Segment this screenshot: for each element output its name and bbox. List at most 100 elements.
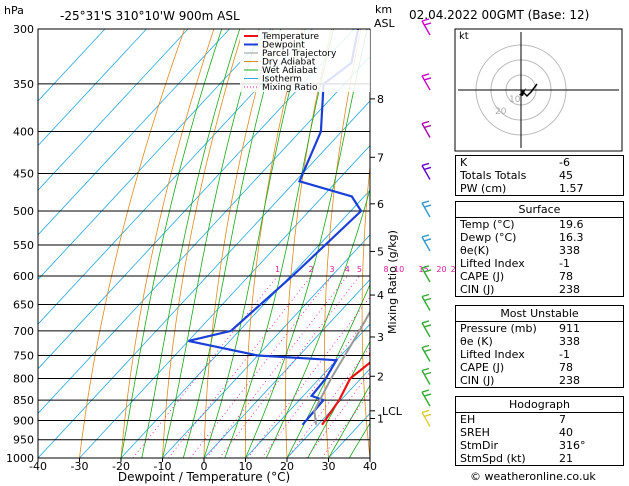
temperature-profile <box>321 348 370 426</box>
wind-barb <box>421 236 431 252</box>
isotherm-line <box>38 100 370 458</box>
isotherm-line <box>162 234 370 458</box>
surface-row: θe(K) 338 <box>460 244 580 257</box>
asl-label: ASL <box>374 17 396 30</box>
isotherm-line <box>38 29 272 281</box>
parcel-trajectory-profile <box>313 309 370 425</box>
surface-title: Surface <box>456 202 623 218</box>
mixing-ratio-line <box>132 275 278 458</box>
wind-barb <box>421 267 431 283</box>
wind-barb-flag <box>423 371 432 376</box>
hodograph-row: StmSpd (kt) 21 <box>460 452 573 465</box>
hodograph-row: EH 7 <box>460 413 566 426</box>
pressure-tick-label: 800 <box>13 372 34 385</box>
copyright-footer[interactable]: © weatheronline.co.uk <box>470 470 596 483</box>
legend-background <box>240 30 370 92</box>
wind-barb <box>421 391 431 407</box>
pressure-tick-label: 1000 <box>6 452 34 465</box>
index-row-k: K -6 <box>460 156 570 169</box>
wind-barb-flag <box>421 293 430 298</box>
wind-barb-flag <box>423 77 432 81</box>
isotherm-line <box>38 29 313 325</box>
mixing-ratio-line <box>168 275 312 458</box>
height-tick-label: 3 <box>377 331 384 344</box>
height-tick-label: 5 <box>377 245 384 258</box>
wind-barb-flag <box>423 348 432 353</box>
legend-label: Mixing Ratio <box>262 83 318 93</box>
wind-barb <box>421 75 431 91</box>
isotherm-line <box>38 29 147 147</box>
indices-panel: K -6 Totals Totals 45 PW (cm) 1.57 <box>455 155 624 196</box>
mixing-ratio-label: 8 <box>383 265 388 274</box>
profiles <box>188 29 370 426</box>
surface-row: Dewp (°C) 16.3 <box>460 231 584 244</box>
most-unstable-panel: Most Unstable Pressure (mb) 911 θe (K) 338… <box>455 305 624 388</box>
wind-barb-flag <box>423 297 432 302</box>
mixing-ratio-label: 4 <box>345 265 350 274</box>
isotherm-line <box>38 55 370 414</box>
wind-barb-flag <box>423 204 432 208</box>
mixing-ratio-line <box>287 346 370 458</box>
dry-adiabat-line <box>79 29 185 458</box>
most-unstable-title: Most Unstable <box>456 306 623 322</box>
mixing-ratio-label: 1 <box>275 265 280 274</box>
height-tick-label: LCL <box>382 405 403 418</box>
hodograph-panel: Hodograph EH 7 SREH 40 StmDir 316° StmSpd (… <box>455 396 624 466</box>
most-unstable-row: θe (K) 338 <box>460 335 580 348</box>
hodograph-ring-label: 10 <box>509 95 521 105</box>
wet-adiabat-line <box>307 340 370 458</box>
mixing-ratio-label: 5 <box>357 265 362 274</box>
dry-adiabat-line <box>434 29 453 458</box>
wind-barb-flag <box>423 413 432 418</box>
temperature-tick-label: -30 <box>71 460 89 473</box>
hodograph-ring-label: 20 <box>495 107 507 117</box>
surface-row: Temp (°C) 19.6 <box>460 218 584 231</box>
wind-barb <box>421 370 431 385</box>
most-unstable-row: Pressure (mb) 911 <box>460 322 580 335</box>
wet-adiabat-line <box>328 384 370 458</box>
legend-label: Dry Adiabat <box>262 58 316 68</box>
isotherm-line <box>38 29 189 191</box>
height-tick-label: 8 <box>377 93 384 106</box>
pressure-tick-label: 950 <box>13 434 34 447</box>
km-label: km <box>375 3 392 16</box>
wind-barb-flag <box>421 265 430 269</box>
surface-row: CAPE (J) 78 <box>460 270 573 283</box>
datetime-label: 02.04.2022 00GMT (Base: 12) <box>409 8 589 22</box>
legend-label: Dewpoint <box>262 41 305 51</box>
wind-barb-flag <box>423 124 432 129</box>
pressure-tick-label: 750 <box>13 349 34 362</box>
wet-adiabat-line <box>182 29 282 458</box>
storm-motion-arrow <box>519 88 526 96</box>
height-tick-label: 4 <box>377 289 384 302</box>
most-unstable-row: CIN (J) 238 <box>460 374 580 387</box>
wind-barbs <box>421 18 432 427</box>
mixing-ratio-label: 2 <box>309 265 314 274</box>
height-tick-label: 6 <box>377 198 384 211</box>
temperature-tick-label: 40 <box>363 460 377 473</box>
wind-barb-flag <box>421 409 430 414</box>
surface-panel: Surface Temp (°C) 19.6 Dewp (°C) 16.3 θe(K… <box>455 201 624 297</box>
wind-barb-flag <box>421 120 430 125</box>
wind-barb-flag <box>423 238 432 242</box>
mixing-ratio-axis-title: Mixing Ratio (g/kg) <box>386 230 399 334</box>
temperature-tick-label: 0 <box>201 460 208 473</box>
wind-barb-flag <box>421 344 430 349</box>
x-axis-title: Dewpoint / Temperature (°C) <box>118 470 290 484</box>
legend-label: Temperature <box>261 32 319 42</box>
isotherm-line <box>38 29 230 236</box>
index-row-totals: Totals Totals 45 <box>460 169 573 182</box>
height-tick-label: 7 <box>377 151 384 164</box>
wind-barb <box>421 123 431 138</box>
mixing-ratio-label: 3 <box>329 265 334 274</box>
pressure-tick-label: 850 <box>13 394 34 407</box>
temperature-tick-label: 30 <box>322 460 336 473</box>
wind-barb-flag <box>423 269 432 273</box>
legend-label: Wet Adiabat <box>262 66 317 76</box>
legend-label: Parcel Trajectory <box>262 49 337 59</box>
temperature-tick-label: -10 <box>154 460 172 473</box>
pressure-unit-label: hPa <box>4 4 24 17</box>
